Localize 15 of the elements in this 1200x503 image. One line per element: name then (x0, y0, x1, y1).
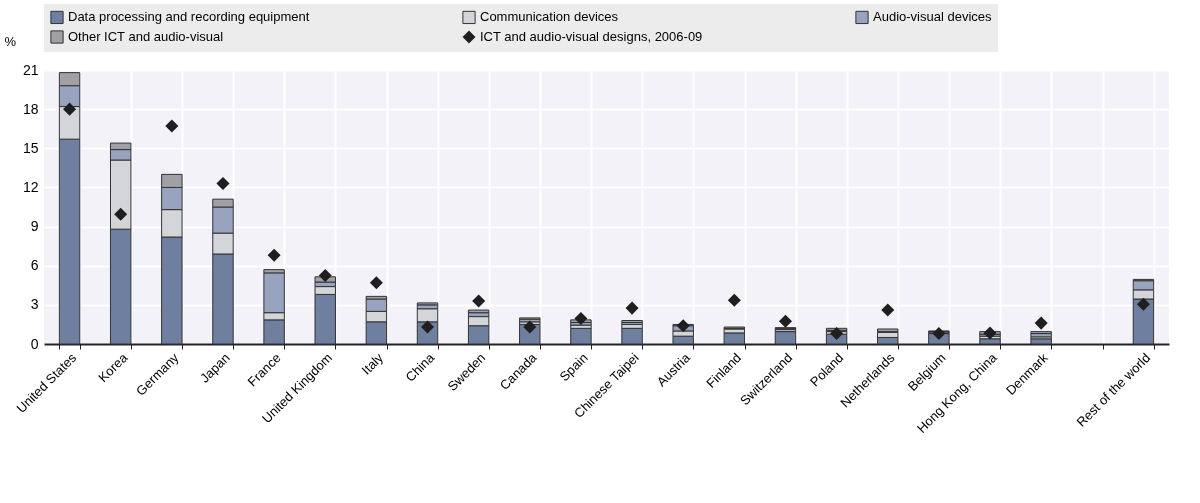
legend-label: ICT and audio-visual designs, 2006-09 (480, 29, 703, 44)
legend-label: Audio-visual devices (873, 9, 992, 25)
y-tick-label: 0 (30, 335, 39, 352)
legend-label: Data processing and recording equipment (68, 9, 310, 25)
y-tick-label: 15 (22, 139, 39, 156)
legend-label: Communication devices (480, 9, 619, 25)
y-tick-label: 9 (30, 218, 39, 235)
y-tick-label: 3 (30, 296, 39, 313)
y-tick-label: 18 (22, 100, 39, 117)
x-tick-label: Italy (358, 349, 387, 378)
y-tick-label: 21 (22, 61, 39, 78)
y-tick-label: 12 (22, 178, 39, 195)
y-tick-label: 6 (30, 257, 39, 274)
legend-label: Other ICT and audio-visual (68, 29, 224, 44)
y-axis-title: % (4, 33, 17, 49)
